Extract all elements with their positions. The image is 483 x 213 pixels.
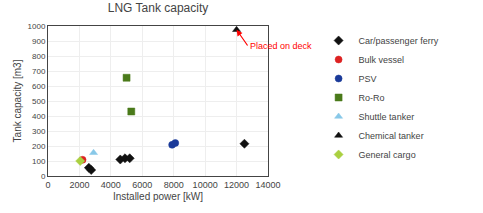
svg-text:12000: 12000 (224, 180, 249, 190)
svg-text:4000: 4000 (101, 180, 121, 190)
svg-text:Shuttle tanker: Shuttle tanker (359, 112, 415, 122)
svg-text:Tank capacity [m3]: Tank capacity [m3] (12, 59, 23, 142)
svg-text:Chemical tanker: Chemical tanker (359, 131, 424, 141)
svg-text:Bulk vessel: Bulk vessel (359, 55, 405, 65)
svg-text:700: 700 (32, 67, 46, 76)
svg-text:Ro-Ro: Ro-Ro (359, 93, 385, 103)
svg-text:900: 900 (32, 37, 46, 46)
svg-text:300: 300 (32, 127, 46, 136)
svg-text:1000: 1000 (28, 22, 46, 31)
svg-text:LNG Tank capacity: LNG Tank capacity (108, 1, 209, 15)
svg-text:8000: 8000 (164, 180, 184, 190)
svg-text:10000: 10000 (193, 180, 218, 190)
svg-text:500: 500 (32, 97, 46, 106)
svg-text:Installed power [kW]: Installed power [kW] (113, 191, 203, 202)
svg-text:Car/passenger ferry: Car/passenger ferry (359, 36, 439, 46)
svg-text:0: 0 (45, 180, 50, 190)
svg-text:100: 100 (32, 157, 46, 166)
svg-text:800: 800 (32, 52, 46, 61)
svg-text:General cargo: General cargo (359, 150, 416, 160)
svg-text:2000: 2000 (69, 180, 89, 190)
svg-text:Placed on deck: Placed on deck (250, 41, 312, 51)
svg-text:14000: 14000 (255, 180, 280, 190)
svg-text:0: 0 (41, 172, 46, 181)
svg-text:400: 400 (32, 112, 46, 121)
svg-text:600: 600 (32, 82, 46, 91)
svg-text:6000: 6000 (132, 180, 152, 190)
svg-text:PSV: PSV (359, 74, 377, 84)
svg-text:200: 200 (32, 142, 46, 151)
